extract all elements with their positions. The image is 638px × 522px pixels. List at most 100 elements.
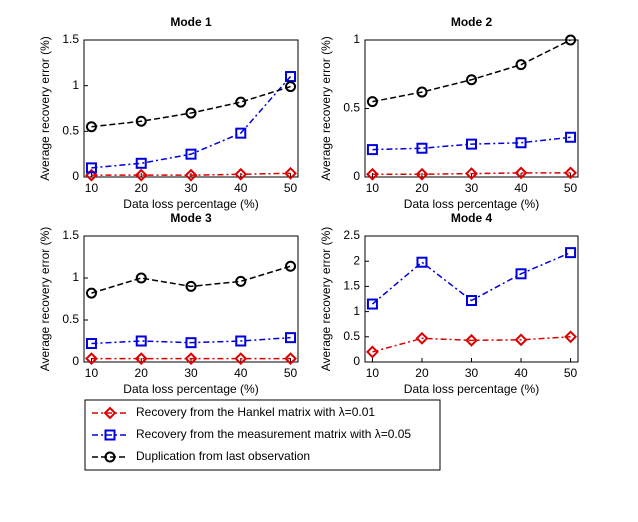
y-tick-label: 0: [353, 354, 360, 368]
y-tick-label: 1: [353, 32, 360, 46]
x-tick-label: 30: [184, 181, 198, 195]
legend-marker: [104, 429, 116, 441]
data-point: [185, 337, 197, 349]
data-point: [184, 352, 198, 366]
data-point: [185, 107, 197, 119]
legend-label: Duplication from last observation: [136, 449, 310, 463]
chart-title: Mode 1: [170, 15, 212, 29]
x-tick-label: 20: [415, 366, 429, 380]
x-axis-label: Data loss percentage (%): [404, 382, 539, 396]
data-point: [466, 138, 477, 150]
data-point: [135, 157, 147, 169]
y-tick-label: 0: [353, 169, 360, 183]
x-tick-label: 40: [234, 181, 248, 195]
y-tick-label: 0.5: [343, 101, 360, 115]
x-tick-label: 30: [465, 366, 479, 380]
data-point: [515, 268, 527, 280]
data-point: [366, 167, 379, 181]
y-tick-label: 0: [72, 354, 79, 368]
y-axis-label: Average recovery error (%): [319, 227, 333, 372]
plot-area: [364, 235, 579, 363]
series-line: [91, 76, 292, 169]
y-tick-label: 1.5: [62, 228, 79, 242]
data-point: [366, 345, 379, 359]
data-point: [285, 260, 297, 272]
y-tick-label: 1.5: [62, 32, 79, 46]
y-tick-label: 0.5: [62, 124, 79, 138]
x-tick-label: 50: [284, 181, 298, 195]
chart-title: Mode 2: [451, 15, 493, 29]
x-tick-label: 30: [184, 366, 198, 380]
y-tick-label: 2: [353, 253, 360, 267]
y-tick-label: 1: [72, 78, 79, 92]
data-point: [135, 115, 147, 127]
legend-label: Recovery from the Hankel matrix with λ=0…: [136, 405, 375, 419]
data-point: [416, 86, 428, 98]
series-line: [372, 336, 571, 353]
data-point: [85, 121, 97, 133]
data-point: [235, 127, 247, 139]
y-tick-label: 1.5: [343, 279, 360, 293]
data-point: [284, 352, 297, 366]
y-axis-label: Average recovery error (%): [38, 36, 52, 181]
data-point: [85, 287, 97, 299]
x-tick-label: 40: [514, 366, 528, 380]
data-point: [564, 330, 577, 344]
data-point: [235, 275, 247, 287]
data-point: [415, 331, 429, 345]
y-tick-label: 1: [72, 270, 79, 284]
data-point: [134, 352, 148, 366]
data-point: [185, 148, 197, 160]
legend-box: [84, 399, 441, 471]
data-point: [234, 352, 248, 366]
data-point: [415, 167, 429, 181]
x-tick-label: 10: [366, 181, 380, 195]
series-line: [91, 172, 291, 176]
series-line: [372, 172, 571, 176]
data-point: [515, 137, 527, 149]
legend-marker: [104, 451, 116, 463]
x-tick-label: 50: [564, 366, 578, 380]
series-line: [372, 39, 571, 103]
data-point: [465, 167, 478, 180]
data-point: [416, 142, 428, 154]
data-point: [135, 335, 147, 347]
data-point: [284, 166, 297, 180]
x-axis-label: Data loss percentage (%): [123, 197, 258, 211]
y-axis-label: Average recovery error (%): [38, 227, 52, 372]
x-axis-label: Data loss percentage (%): [123, 382, 258, 396]
legend-marker: [103, 406, 117, 420]
data-point: [366, 298, 378, 310]
chart-title: Mode 3: [170, 211, 212, 225]
series-line: [371, 251, 571, 305]
data-point: [514, 333, 528, 347]
x-tick-label: 40: [234, 366, 248, 380]
data-point: [565, 131, 577, 143]
data-point: [466, 74, 477, 86]
data-point: [85, 168, 98, 182]
chart-title: Mode 4: [451, 211, 493, 225]
x-tick-label: 10: [366, 366, 380, 380]
data-point: [235, 96, 247, 108]
data-point: [565, 34, 577, 46]
data-point: [285, 332, 297, 344]
x-tick-label: 10: [85, 181, 99, 195]
data-point: [465, 333, 478, 347]
y-tick-label: 1: [353, 304, 360, 318]
y-tick-label: 0: [72, 169, 79, 183]
data-point: [185, 280, 197, 292]
data-point: [235, 335, 247, 347]
y-tick-label: 0.5: [343, 329, 360, 343]
x-tick-label: 20: [135, 181, 149, 195]
plot-area: [364, 39, 579, 178]
legend-label: Recovery from the measurement matrix wit…: [136, 427, 411, 441]
series-line: [91, 336, 291, 345]
series-line: [372, 136, 571, 151]
data-point: [85, 338, 97, 350]
x-tick-label: 20: [415, 181, 429, 195]
data-point: [564, 166, 577, 180]
x-tick-label: 50: [564, 181, 578, 195]
data-point: [514, 166, 528, 180]
y-tick-label: 0.5: [62, 312, 79, 326]
